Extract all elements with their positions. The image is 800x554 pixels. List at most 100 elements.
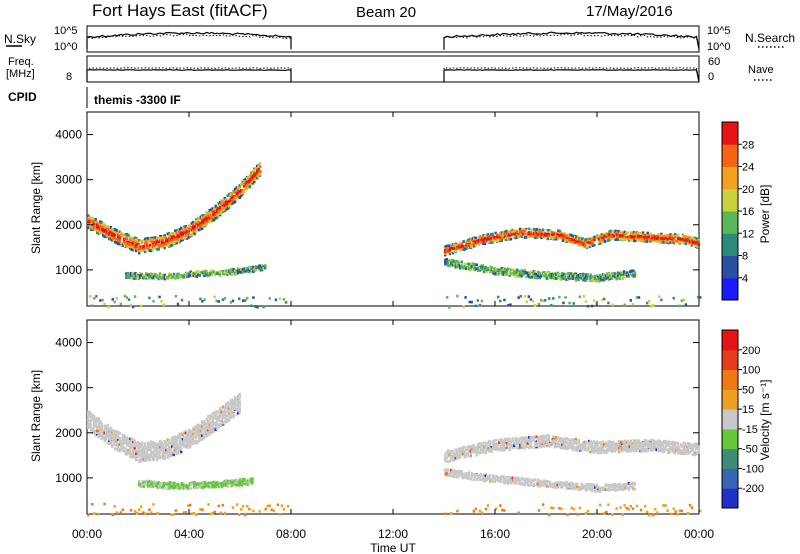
- scatter-point: [453, 243, 456, 247]
- scatter-point: [180, 232, 183, 235]
- scatter-point: [444, 261, 447, 264]
- scatter-point: [228, 199, 231, 203]
- scatter-point: [481, 264, 484, 268]
- scatter-point: [177, 444, 180, 447]
- scatter-point: [106, 423, 109, 427]
- scatter-point: [171, 453, 174, 456]
- scatter-point: [615, 276, 618, 280]
- scatter-point: [509, 231, 513, 235]
- scatter-point: [612, 272, 615, 275]
- scatter-point: [160, 300, 163, 303]
- scatter-point: [145, 484, 149, 487]
- scatter-point: [489, 237, 493, 241]
- scatter-point: [631, 232, 634, 236]
- scatter-point: [153, 483, 156, 487]
- scatter-point: [150, 480, 153, 483]
- scatter-point: [130, 437, 133, 441]
- scatter-point: [466, 262, 469, 266]
- scatter-point: [195, 436, 198, 440]
- scatter-point: [555, 277, 558, 280]
- scatter-point: [208, 212, 211, 215]
- scatter-point: [560, 235, 563, 238]
- scatter-point: [127, 242, 130, 245]
- scatter-point: [162, 303, 165, 307]
- scatter-point: [474, 238, 477, 241]
- scatter-point: [584, 239, 587, 242]
- scatter-point: [525, 275, 528, 279]
- scatter-point: [192, 432, 195, 435]
- scatter-point: [199, 484, 202, 488]
- scatter-point: [588, 276, 591, 280]
- scatter-point: [468, 239, 471, 243]
- scatter-point: [231, 479, 234, 482]
- scatter-point: [249, 478, 253, 481]
- scatter-point: [532, 232, 536, 235]
- power-y-label: Slant Range [km]: [29, 162, 43, 254]
- scatter-point: [124, 435, 127, 439]
- scatter-point: [456, 262, 459, 266]
- scatter-point: [234, 400, 237, 403]
- scatter-point: [483, 242, 487, 246]
- scatter-point: [472, 450, 475, 454]
- scatter-point: [131, 305, 135, 309]
- scatter-point: [229, 399, 232, 402]
- scatter-point: [159, 439, 162, 443]
- scatter-point: [242, 478, 245, 481]
- scatter-point: [538, 276, 541, 279]
- scatter-point: [123, 434, 126, 437]
- scatter-point: [506, 232, 510, 235]
- scatter-point: [444, 453, 447, 456]
- scatter-point: [557, 235, 560, 238]
- scatter-point: [225, 197, 228, 201]
- scatter-point: [132, 449, 135, 453]
- scatter-point: [243, 482, 246, 486]
- scatter-point: [570, 238, 574, 241]
- scatter-point: [228, 411, 231, 414]
- scatter-point: [253, 167, 256, 171]
- scatter-point: [145, 246, 148, 249]
- scatter-point: [133, 244, 136, 248]
- scatter-point: [151, 451, 154, 454]
- scatter-point: [248, 479, 251, 482]
- scatter-point: [258, 173, 262, 176]
- scatter-point: [658, 234, 662, 237]
- scatter-point: [217, 415, 220, 418]
- scatter-point: [139, 449, 142, 453]
- scatter-point: [238, 267, 241, 271]
- scatter-point: [284, 301, 288, 304]
- scatter-point: [103, 424, 106, 428]
- scatter-point: [243, 267, 246, 270]
- scatter-point: [235, 186, 238, 190]
- scatter-point: [469, 447, 472, 450]
- scatter-point: [145, 446, 148, 450]
- scatter-point: [175, 231, 178, 235]
- scatter-point: [183, 275, 186, 279]
- scatter-point: [675, 234, 678, 238]
- scatter-point: [126, 237, 129, 241]
- scatter-point: [617, 238, 620, 241]
- scatter-point: [208, 481, 211, 485]
- scatter-point: [538, 228, 542, 232]
- scatter-point: [124, 237, 127, 240]
- scatter-point: [579, 242, 583, 246]
- scatter-point: [453, 454, 456, 457]
- scatter-point: [549, 236, 552, 240]
- scatter-point: [208, 213, 211, 217]
- scatter-point: [111, 428, 114, 432]
- scatter-point: [469, 449, 472, 453]
- scatter-point: [148, 296, 151, 300]
- scatter-point: [472, 268, 475, 272]
- scatter-point: [220, 269, 223, 273]
- scatter-point: [605, 233, 608, 236]
- scatter-point: [208, 423, 211, 427]
- scatter-point: [504, 267, 507, 271]
- scatter-point: [447, 260, 450, 263]
- scatter-point: [531, 271, 534, 275]
- scatter-point: [684, 303, 688, 306]
- scatter-point: [117, 434, 120, 438]
- scatter-point: [470, 300, 473, 304]
- scatter-point: [172, 272, 176, 276]
- scatter-point: [205, 430, 208, 434]
- scatter-point: [207, 423, 210, 427]
- scatter-point: [124, 438, 127, 442]
